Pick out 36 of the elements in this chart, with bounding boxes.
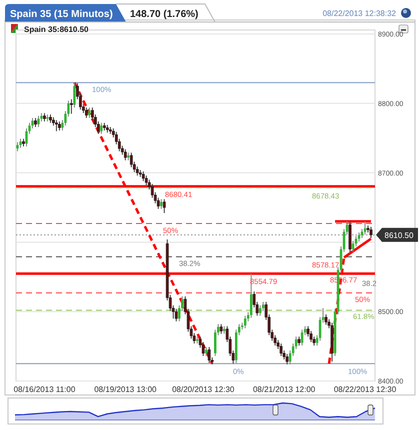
x-tick-label: 08/20/2013 12:30 xyxy=(172,385,235,394)
x-tick-label: 08/22/2013 12:30 xyxy=(334,385,397,394)
candlestick xyxy=(73,82,76,108)
candlestick xyxy=(244,315,246,329)
candlestick xyxy=(124,148,127,161)
candlestick xyxy=(130,152,133,168)
candlestick xyxy=(88,107,91,118)
candlestick xyxy=(205,346,208,357)
candlestick xyxy=(208,346,211,364)
candlestick xyxy=(100,122,103,134)
candlestick xyxy=(34,117,37,128)
candlestick xyxy=(142,170,145,182)
chart-subtitle: 148.70 (1.76%) xyxy=(130,9,198,20)
candlestick xyxy=(298,336,300,346)
x-tick-label: 08/16/2013 11:00 xyxy=(14,385,76,394)
candlestick xyxy=(220,324,223,334)
candlestick xyxy=(144,175,148,186)
candlestick xyxy=(160,198,162,210)
text: 08/22/2013 12:38:32 xyxy=(322,9,397,18)
text: Spain 35:8610.50 xyxy=(24,25,90,34)
chart-title: Spain 35 (15 Minutos) xyxy=(10,9,113,20)
x-tick-label: 08/21/2013 12:00 xyxy=(252,385,316,394)
candlestick xyxy=(280,343,283,357)
candlestick xyxy=(174,308,178,322)
candlestick xyxy=(370,226,372,239)
candlestick xyxy=(300,329,304,346)
candlestick xyxy=(324,314,328,326)
candlestick xyxy=(286,353,289,365)
ref-line-label: 8610.50 xyxy=(384,230,414,240)
candlestick xyxy=(70,98,73,114)
candlestick xyxy=(258,304,262,316)
candlestick xyxy=(55,120,58,132)
candlestick xyxy=(58,120,61,131)
x-tick-label: 08/19/2013 13:00 xyxy=(94,385,158,394)
candlestick xyxy=(162,198,166,214)
candlestick xyxy=(85,107,88,118)
